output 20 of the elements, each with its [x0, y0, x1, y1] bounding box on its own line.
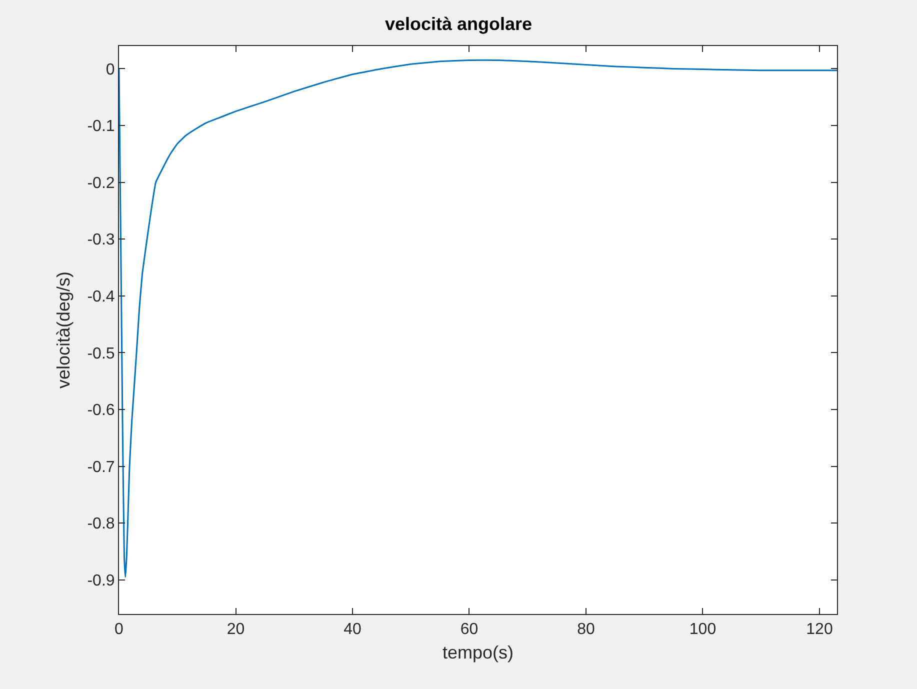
x-tick-label: 40 [344, 621, 362, 638]
line-series [119, 59, 837, 578]
x-axis-title: tempo(s) [442, 642, 514, 662]
y-tick-label: -0.2 [87, 174, 115, 192]
y-tick-label: 0 [106, 61, 115, 78]
x-tick-label: 80 [577, 621, 595, 638]
y-tick-label: -0.5 [87, 345, 115, 362]
x-tick-label: 60 [460, 621, 478, 638]
y-tick-label: -0.3 [87, 232, 115, 249]
y-tick-label: -0.9 [87, 572, 115, 590]
x-tick-label: 120 [806, 621, 833, 638]
x-tick-label: 100 [689, 621, 716, 638]
y-tick-label: -0.6 [87, 402, 115, 420]
y-tick-label: -0.4 [87, 288, 115, 306]
y-tick-label: -0.8 [87, 516, 115, 533]
chart-title: velocità angolare [384, 14, 532, 34]
x-tick-label: 20 [226, 621, 245, 638]
y-tick-label: -0.1 [87, 118, 115, 136]
y-tick-label: -0.7 [87, 458, 115, 476]
y-axis-title: velocità(deg/s) [53, 271, 74, 389]
